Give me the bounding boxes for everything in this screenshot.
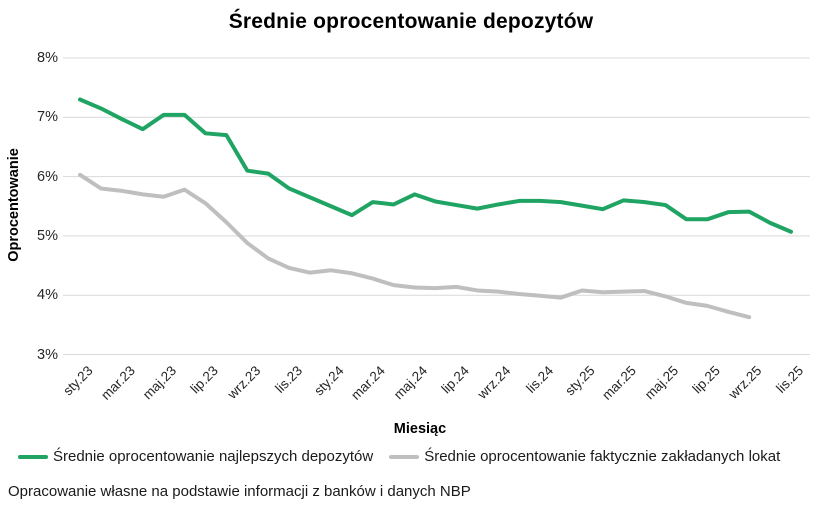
legend-label-actual-deposits: Średnie oprocentowanie faktycznie zakład… xyxy=(424,448,781,465)
y-tick-label: 5% xyxy=(37,227,58,244)
source-note: Opracowanie własne na podstawie informac… xyxy=(8,483,471,500)
x-axis-title: Miesiąc xyxy=(393,421,447,437)
chart-title: Średnie oprocentowanie depozytów xyxy=(228,10,594,33)
series-line-0 xyxy=(78,97,793,234)
legend-item-actual-deposits: Średnie oprocentowanie faktycznie zakład… xyxy=(389,448,780,465)
y-tick-label: 6% xyxy=(37,168,58,185)
y-axis-title: Oprocentowanie xyxy=(6,148,22,262)
y-tick-label: 3% xyxy=(37,346,58,363)
green-line-swatch-icon xyxy=(18,454,48,459)
y-tick-label: 8% xyxy=(37,50,58,66)
y-tick-label: 7% xyxy=(37,109,58,126)
legend: Średnie oprocentowanie najlepszych depoz… xyxy=(18,448,780,465)
legend-item-best-deposits: Średnie oprocentowanie najlepszych depoz… xyxy=(18,448,373,465)
y-tick-label: 4% xyxy=(37,287,58,304)
gray-line-swatch-icon xyxy=(389,454,420,459)
legend-label-best-deposits: Średnie oprocentowanie najlepszych depoz… xyxy=(53,448,374,465)
series-line-1 xyxy=(78,172,752,320)
